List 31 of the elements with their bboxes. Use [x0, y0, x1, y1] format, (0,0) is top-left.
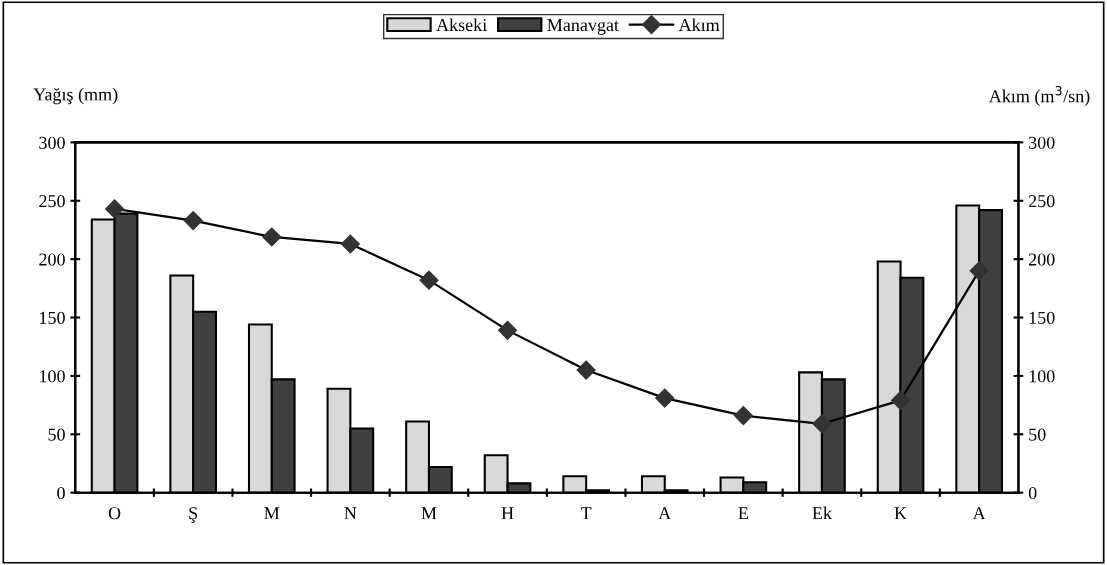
y2-axis-title: Akım (m$^{3}$/sn)	[988, 85, 1090, 106]
x-tick-label: H	[501, 507, 514, 520]
x-tick-label: A	[658, 507, 672, 520]
x-tick-label: T	[580, 507, 592, 520]
x-tick-label: M	[421, 507, 437, 520]
y2-tick-label: 50	[1029, 428, 1046, 441]
x-tick-label: O	[108, 507, 121, 520]
y-tick-label: 50	[48, 428, 65, 441]
x-tick-label: A	[972, 507, 986, 520]
y2-tick-label: 300	[1029, 136, 1055, 149]
y-tick-label: 200	[39, 253, 65, 266]
y-tick-label: 300	[39, 136, 65, 149]
y-axis-title: Yağış (mm)	[33, 87, 118, 105]
legend-label: Akseki	[436, 18, 487, 32]
x-tick-label: N	[344, 507, 357, 520]
x-tick-label: K	[894, 507, 907, 520]
y-tick-label: 0	[57, 486, 65, 500]
y-tick-label: 150	[40, 311, 65, 324]
y2-tick-label: 250	[1028, 195, 1055, 208]
y2-tick-label: 150	[1029, 311, 1055, 324]
x-tick-label: E	[738, 507, 748, 520]
y-tick-label: 100	[40, 370, 65, 383]
x-tick-label: M	[264, 507, 280, 520]
x-tick-label: Ek	[812, 506, 832, 520]
y2-tick-label: 0	[1028, 486, 1037, 500]
legend-label: Akım	[678, 18, 720, 31]
y2-tick-label: 200	[1028, 253, 1055, 266]
x-tick-label: Ş	[189, 507, 198, 523]
y2-tick-label: 100	[1029, 370, 1055, 383]
legend-label: Manavgat	[547, 19, 619, 35]
y-tick-label: 250	[39, 195, 65, 208]
